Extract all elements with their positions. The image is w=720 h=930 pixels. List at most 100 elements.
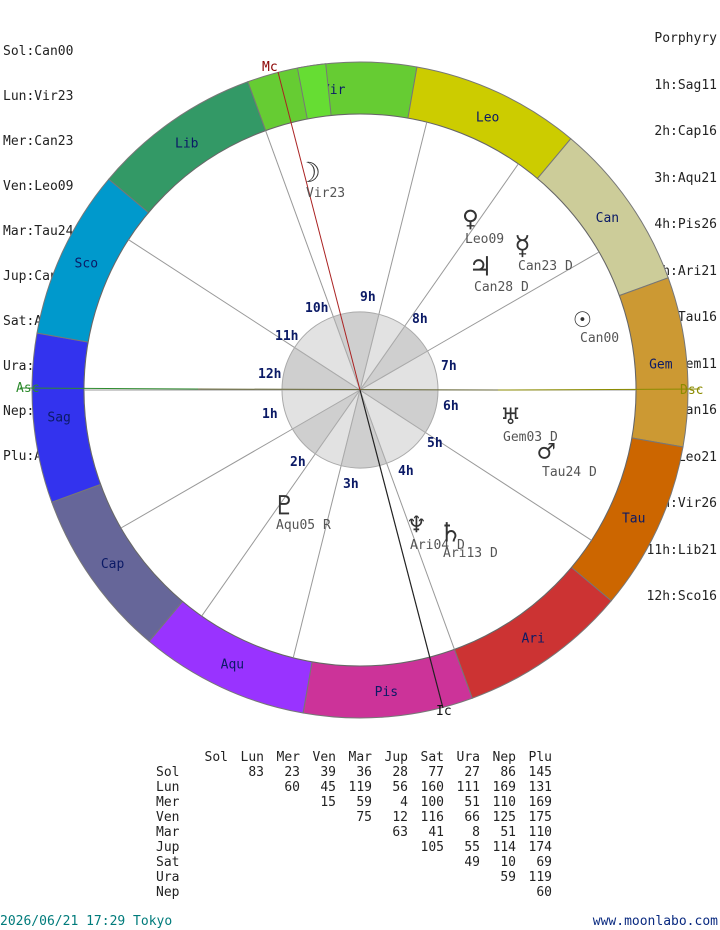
aspect-cell: [480, 885, 516, 900]
sign-label-pis: Pis: [375, 685, 398, 700]
uranus-icon: ♅: [502, 400, 519, 433]
cusp-1h: 1h:Sag11: [654, 77, 717, 93]
aspect-cell: [192, 840, 228, 855]
aspect-cell: 119: [528, 870, 552, 885]
pluto-icon: ♇: [276, 489, 293, 522]
cusp-11h: 11h:Lib21: [646, 542, 717, 558]
sign-label-sco: Sco: [75, 256, 98, 271]
aspect-row: Nep 60: [156, 885, 552, 900]
aspect-cell: 86: [500, 765, 516, 780]
house-label-4h: 4h: [398, 464, 414, 479]
sign-label-lib: Lib: [175, 137, 199, 152]
aspect-row-header: Mar: [156, 825, 180, 840]
aspect-row-header: Mer: [156, 795, 180, 810]
aspect-cell: [264, 795, 300, 810]
sign-label-cap: Cap: [101, 557, 125, 572]
sun-label: Can00: [580, 331, 619, 346]
aspect-cell: 110: [528, 825, 552, 840]
aspect-row: Jup 105 55 114 174: [156, 840, 552, 855]
aspect-row-header: Ura: [156, 870, 180, 885]
aspect-row: Lun 60 45 119 56 160 111 169 131: [156, 780, 552, 795]
aspect-cell: [372, 870, 408, 885]
mc-label: Mc: [262, 60, 278, 75]
house-center-disc: [281, 311, 439, 469]
aspect-cell: [372, 885, 408, 900]
house-sector-12: [281, 346, 362, 391]
aspect-cell: [300, 855, 336, 870]
aspect-cell: 83: [248, 765, 264, 780]
aspect-cell: 59: [356, 795, 372, 810]
aspect-cell: [192, 825, 228, 840]
saturn-label: Ari13 D: [443, 546, 498, 561]
position-lun: Lun:Vir23: [3, 89, 74, 104]
aspect-cell: [264, 825, 300, 840]
aspect-row-header: Sol: [156, 765, 180, 780]
sign-label-ari: Ari: [521, 631, 544, 646]
sign-label-gem: Gem: [649, 358, 673, 373]
aspect-cell: [228, 870, 264, 885]
house-cusp-line: [292, 465, 342, 658]
aspect-col-header: Mar: [348, 750, 372, 765]
house-cusp-line: [378, 122, 428, 315]
aspect-cell: [192, 765, 228, 780]
aspect-cell: 41: [428, 825, 444, 840]
venus-icon: ♀: [462, 202, 479, 235]
aspect-cell: 59: [500, 870, 516, 885]
aspect-cell: 69: [536, 855, 552, 870]
house-label-9h: 9h: [360, 290, 376, 305]
aspect-cell: 116: [420, 810, 444, 825]
cusp-5h: 5h:Ari21: [654, 263, 717, 279]
house-cusp-lines: [84, 122, 636, 658]
aspect-cell: 160: [420, 780, 444, 795]
aspect-col-header: Ven: [312, 750, 336, 765]
aspect-cell: 10: [500, 855, 516, 870]
aspect-cell: [228, 825, 264, 840]
site-link[interactable]: www.moonlabo.com: [592, 914, 718, 929]
sign-label-aqu: Aqu: [221, 658, 244, 673]
aspect-cell: [228, 840, 264, 855]
aspect-cell: 75: [356, 810, 372, 825]
aspect-cell: 60: [536, 885, 552, 900]
house-label-6h: 6h: [443, 399, 459, 414]
aspect-cell: 175: [528, 810, 552, 825]
aspect-cell: [228, 885, 264, 900]
mercury-label: Can23 D: [518, 259, 573, 274]
cusp-3h: 3h:Aqu21: [654, 170, 717, 186]
aspect-cell: [228, 795, 264, 810]
jupiter-icon: ♃: [472, 250, 489, 283]
sun-icon: ☉: [574, 301, 591, 334]
aspect-table: Sol Lun Mer Ven Mar Jup Sat Ura Nep Plu Sol 83 23 39…: [156, 750, 552, 900]
aspect-row: Sat 49 10 69: [156, 855, 552, 870]
aspect-cell: [408, 870, 444, 885]
position-mer: Mer:Can23: [3, 134, 74, 149]
aspect-cell: 114: [492, 840, 516, 855]
aspect-cell: [372, 855, 408, 870]
aspect-cell: 63: [392, 825, 408, 840]
aspect-cell: [336, 855, 372, 870]
mars-label: Tau24 D: [542, 465, 597, 480]
aspect-row-header: Sat: [156, 855, 180, 870]
aspect-cell: 56: [392, 780, 408, 795]
aspect-cell: [300, 885, 336, 900]
aspect-cell: [228, 810, 264, 825]
aspect-col-header: Sol: [204, 750, 228, 765]
aspect-row-header: Ven: [156, 810, 180, 825]
aspect-cell: 169: [492, 780, 516, 795]
house-cusp-line: [425, 432, 592, 541]
aspect-cell: 8: [472, 825, 480, 840]
aspect-col-header: Mer: [276, 750, 300, 765]
house-label-7h: 7h: [441, 359, 457, 374]
house-label-3h: 3h: [343, 477, 359, 492]
aspect-cell: 15: [320, 795, 336, 810]
mars-icon: ♂: [538, 435, 555, 468]
neptune-icon: ♆: [408, 508, 425, 541]
aspect-cell: 100: [420, 795, 444, 810]
aspect-cell: 105: [420, 840, 444, 855]
aspect-row-header: Nep: [156, 885, 180, 900]
house-label-11h: 11h: [275, 329, 298, 344]
dsc-label: Dsc: [680, 383, 703, 398]
aspect-table-header: Sol Lun Mer Ven Mar Jup Sat Ura Nep Plu: [156, 750, 552, 765]
aspect-cell: [264, 810, 300, 825]
